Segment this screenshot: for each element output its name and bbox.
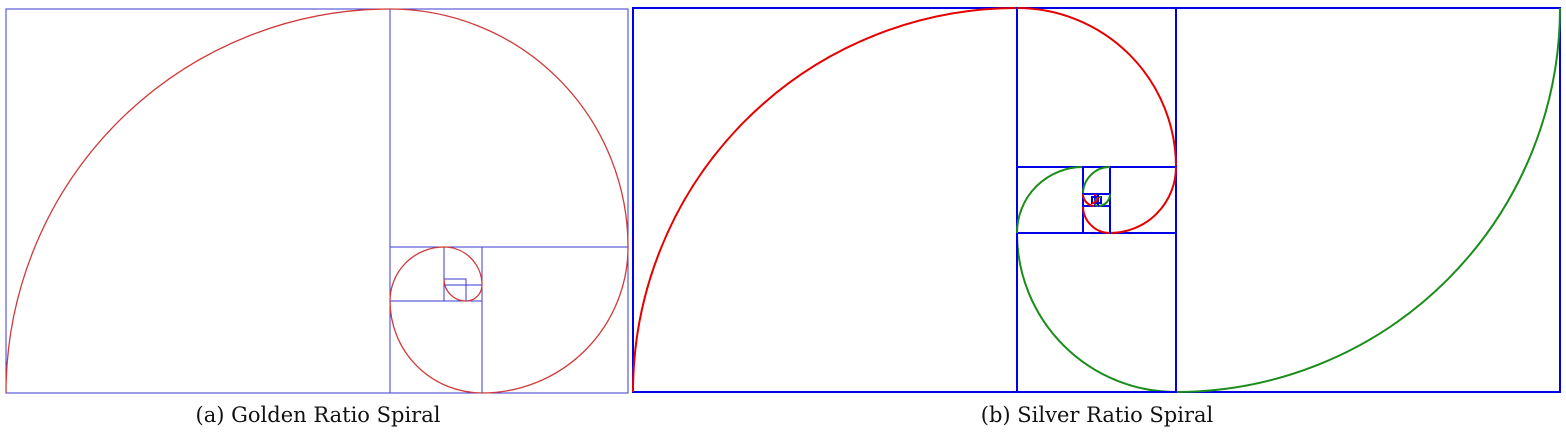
spiral-arc [389, 300, 483, 394]
ratio-square [5, 8, 629, 394]
spiral-arc [1082, 166, 1111, 195]
caption-silver-ratio-spiral: (b) Silver Ratio Spiral [980, 403, 1214, 427]
ratio-square [443, 278, 467, 302]
ratio-square [481, 246, 629, 394]
spiral-arc [1016, 232, 1177, 393]
ratio-square [1016, 7, 1177, 168]
caption-golden-ratio-spiral: (a) Golden Ratio Spiral [195, 403, 441, 427]
spiral-arc [1109, 166, 1177, 234]
ratio-square [1016, 166, 1084, 234]
spiral-arc [443, 278, 467, 302]
spiral-arc [632, 7, 1018, 393]
ratio-square [1109, 166, 1177, 234]
ratio-square [1175, 7, 1561, 393]
silver-spiral-diagram [632, 7, 1561, 393]
spiral-arc [443, 246, 483, 286]
spiral-arc [465, 284, 483, 302]
spiral-arc [1082, 193, 1096, 207]
spiral-arc [389, 8, 629, 248]
spiral-arc [1016, 7, 1177, 168]
ratio-square [389, 246, 445, 302]
spiral-arc [1082, 205, 1111, 234]
spiral-arc [1091, 196, 1099, 204]
spiral-arc [5, 8, 391, 394]
spiral-arc [1097, 193, 1111, 207]
ratio-square [5, 8, 391, 394]
ratio-square [443, 246, 483, 286]
spiral-arc [481, 246, 629, 394]
golden-spiral-diagram [5, 8, 629, 394]
ratio-square [389, 300, 483, 394]
ratio-square [1016, 232, 1177, 393]
spiral-arc [1016, 166, 1084, 234]
ratio-square [632, 7, 1018, 393]
spiral-arc [389, 246, 445, 302]
ratio-square [389, 8, 629, 248]
spiral-arc [1175, 7, 1561, 393]
